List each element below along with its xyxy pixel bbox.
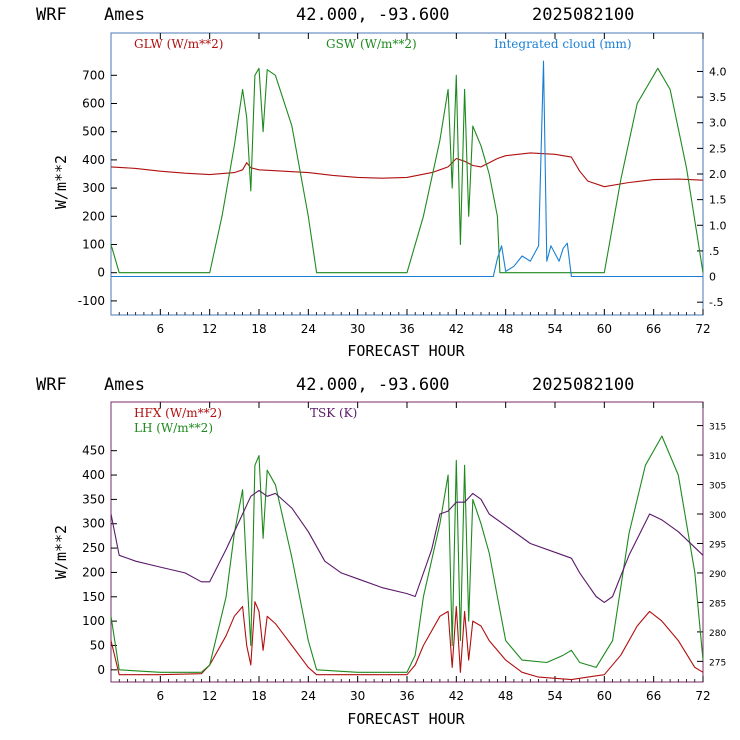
- y-tick-label: 250: [82, 541, 105, 555]
- x-tick-label: 60: [597, 322, 612, 336]
- x-tick-label: 60: [597, 689, 612, 703]
- x-tick-label: 6: [157, 689, 165, 703]
- y-tick-label: 200: [82, 565, 105, 579]
- y-tick-label: 200: [82, 209, 105, 223]
- bottom-legend-hfx: HFX (W/m**2): [134, 406, 222, 420]
- top-y-axis-label: W/m**2: [52, 155, 70, 209]
- y2-tick-label: 280: [709, 629, 726, 639]
- x-tick-label: 66: [646, 322, 661, 336]
- x-tick-label: 72: [695, 689, 710, 703]
- top-panel: WRF Ames 42.000, -93.600 2025082100 GLW …: [36, 5, 727, 360]
- bottom-header-run: 2025082100: [532, 375, 634, 395]
- y2-tick-label: 285: [709, 599, 726, 609]
- x-tick-label: 42: [449, 689, 464, 703]
- y-tick-label: 50: [90, 638, 105, 652]
- x-tick-label: 54: [547, 322, 562, 336]
- top-header-model: WRF: [36, 5, 67, 25]
- y2-tick-label: 315: [709, 423, 726, 433]
- y2-tick-label: 0: [709, 271, 716, 284]
- y-tick-label: 350: [82, 492, 105, 506]
- top-legend-gsw: GSW (W/m**2): [326, 37, 417, 51]
- y2-tick-label: 295: [709, 540, 726, 550]
- x-tick-label: 36: [399, 689, 414, 703]
- x-tick-label: 24: [301, 322, 316, 336]
- bottom-series-tsk: [110, 489, 704, 603]
- y-tick-label: 150: [82, 590, 105, 604]
- y-tick-label: 0: [97, 663, 105, 677]
- y-tick-label: 100: [82, 238, 105, 252]
- x-tick-label: 12: [202, 689, 217, 703]
- y-tick-label: 300: [82, 181, 105, 195]
- y-tick-label: 450: [82, 444, 105, 458]
- y-tick-label: 100: [82, 614, 105, 628]
- bottom-x-axis-label: FORECAST HOUR: [347, 710, 465, 728]
- y2-tick-label: 300: [709, 511, 726, 521]
- bottom-plot-frame: [110, 401, 704, 683]
- y2-tick-label: 1.5: [709, 194, 727, 207]
- top-x-axis-label: FORECAST HOUR: [347, 342, 465, 360]
- y-tick-label: -100: [78, 294, 105, 308]
- bottom-y-axis-label: W/m**2: [52, 525, 70, 579]
- y2-tick-label: 3.5: [709, 91, 727, 104]
- top-header-run: 2025082100: [532, 5, 634, 25]
- bottom-legend-tsk: TSK (K): [310, 406, 357, 420]
- top-header-coords: 42.000, -93.600: [296, 5, 450, 25]
- top-series-gsw: [110, 67, 704, 274]
- y-tick-label: 0: [97, 266, 105, 280]
- y2-tick-label: 305: [709, 482, 726, 492]
- bottom-series-hfx: [110, 601, 704, 681]
- y2-tick-label: 290: [709, 570, 726, 580]
- bottom-panel: WRF Ames 42.000, -93.600 2025082100 HFX …: [36, 375, 726, 728]
- y2-tick-label: 275: [709, 658, 726, 668]
- y2-tick-label: 4.0: [709, 65, 727, 78]
- y2-tick-label: 310: [709, 452, 726, 462]
- y-tick-label: 300: [82, 517, 105, 531]
- y-tick-label: 400: [82, 468, 105, 482]
- y2-tick-label: 3.0: [709, 117, 727, 130]
- bottom-header-site: Ames: [104, 375, 145, 395]
- x-tick-label: 36: [399, 322, 414, 336]
- x-tick-label: 30: [350, 689, 365, 703]
- y-tick-label: 500: [82, 125, 105, 139]
- x-tick-label: 66: [646, 689, 661, 703]
- top-legend-cloud: Integrated cloud (mm): [494, 37, 632, 51]
- top-series-group: [110, 60, 704, 278]
- bottom-series-group: [110, 435, 704, 681]
- top-header-site: Ames: [104, 5, 145, 25]
- y-tick-label: 600: [82, 97, 105, 111]
- y2-tick-label: 1.0: [709, 219, 727, 232]
- x-tick-label: 18: [251, 689, 266, 703]
- y2-tick-label: 2.5: [709, 142, 727, 155]
- bottom-series-lh: [110, 435, 704, 673]
- bottom-legend-lh: LH (W/m**2): [134, 421, 213, 435]
- bottom-header-model: WRF: [36, 375, 67, 395]
- x-tick-label: 24: [301, 689, 316, 703]
- x-tick-label: 12: [202, 322, 217, 336]
- x-tick-label: 72: [695, 322, 710, 336]
- y2-tick-label: -.5: [709, 296, 723, 309]
- x-tick-label: 48: [498, 689, 513, 703]
- y2-tick-label: 2.0: [709, 168, 727, 181]
- x-tick-label: 6: [157, 322, 165, 336]
- top-legend-glw: GLW (W/m**2): [134, 37, 223, 51]
- bottom-header-coords: 42.000, -93.600: [296, 375, 450, 395]
- x-tick-label: 18: [251, 322, 266, 336]
- y-tick-label: 700: [82, 68, 105, 82]
- top-series-integrated: [111, 60, 703, 278]
- bottom-axis-ticks: 6 12 18 24 30 36 42 48 54 60 66 72 0 50 100 150 200 250 30…: [82, 402, 726, 703]
- x-tick-label: 42: [449, 322, 464, 336]
- top-axis-ticks: 6 12 18 24 30 36 42 48 54 60 66 72 -100 0 100 200 300 400…: [78, 33, 727, 336]
- x-tick-label: 30: [350, 322, 365, 336]
- x-tick-label: 54: [547, 689, 562, 703]
- y2-tick-label: .5: [709, 245, 720, 258]
- x-tick-label: 48: [498, 322, 513, 336]
- top-series-glw: [110, 152, 704, 188]
- y-tick-label: 400: [82, 153, 105, 167]
